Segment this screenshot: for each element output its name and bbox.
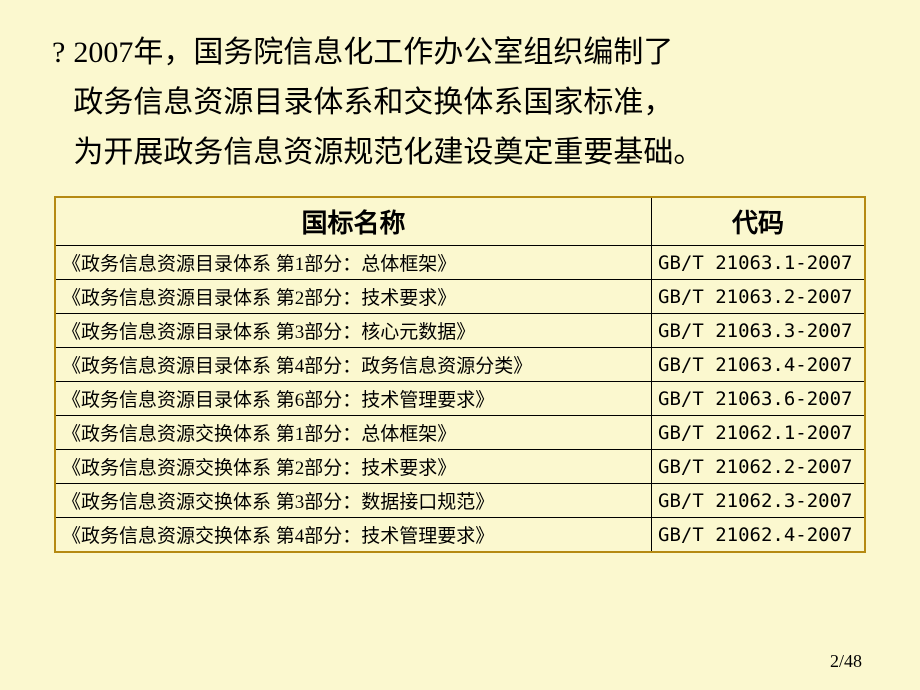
table-row: 《政务信息资源交换体系 第3部分：数据接口规范》GB/T 21062.3-200… (55, 484, 865, 518)
table-header-code: 代码 (652, 197, 866, 246)
table-cell-code: GB/T 21062.2-2007 (652, 450, 866, 484)
paragraph-line: 政务信息资源目录体系和交换体系国家标准， (73, 78, 703, 128)
table-cell-code: GB/T 21063.1-2007 (652, 246, 866, 280)
table-cell-code: GB/T 21062.1-2007 (652, 416, 866, 450)
table-row: 《政务信息资源目录体系 第2部分：技术要求》GB/T 21063.2-2007 (55, 280, 865, 314)
table-header-name: 国标名称 (55, 197, 652, 246)
table-row: 《政务信息资源目录体系 第1部分：总体框架》GB/T 21063.1-2007 (55, 246, 865, 280)
table-cell-code: GB/T 21062.3-2007 (652, 484, 866, 518)
table-cell-name: 《政务信息资源交换体系 第2部分：技术要求》 (55, 450, 652, 484)
table-row: 《政务信息资源目录体系 第4部分：政务信息资源分类》GB/T 21063.4-2… (55, 348, 865, 382)
table-cell-code: GB/T 21062.4-2007 (652, 518, 866, 553)
bullet-marker: ? (52, 28, 65, 78)
table-header-row: 国标名称 代码 (55, 197, 865, 246)
table-cell-code: GB/T 21063.3-2007 (652, 314, 866, 348)
page-number: 2/48 (830, 651, 862, 672)
slide: ? 2007年，国务院信息化工作办公室组织编制了 政务信息资源目录体系和交换体系… (0, 0, 920, 690)
paragraph-line: 2007年，国务院信息化工作办公室组织编制了 (73, 28, 703, 78)
table-cell-name: 《政务信息资源交换体系 第1部分：总体框架》 (55, 416, 652, 450)
table-cell-name: 《政务信息资源目录体系 第6部分：技术管理要求》 (55, 382, 652, 416)
table-cell-code: GB/T 21063.2-2007 (652, 280, 866, 314)
paragraph-block: ? 2007年，国务院信息化工作办公室组织编制了 政务信息资源目录体系和交换体系… (52, 28, 868, 178)
table-row: 《政务信息资源目录体系 第3部分：核心元数据》GB/T 21063.3-2007 (55, 314, 865, 348)
table-cell-name: 《政务信息资源目录体系 第2部分：技术要求》 (55, 280, 652, 314)
table-row: 《政务信息资源目录体系 第6部分：技术管理要求》GB/T 21063.6-200… (55, 382, 865, 416)
table-cell-name: 《政务信息资源目录体系 第4部分：政务信息资源分类》 (55, 348, 652, 382)
table-cell-name: 《政务信息资源交换体系 第3部分：数据接口规范》 (55, 484, 652, 518)
table-row: 《政务信息资源交换体系 第1部分：总体框架》GB/T 21062.1-2007 (55, 416, 865, 450)
table-cell-code: GB/T 21063.4-2007 (652, 348, 866, 382)
standards-table: 国标名称 代码 《政务信息资源目录体系 第1部分：总体框架》GB/T 21063… (54, 196, 866, 553)
table-row: 《政务信息资源交换体系 第2部分：技术要求》GB/T 21062.2-2007 (55, 450, 865, 484)
table-cell-name: 《政务信息资源目录体系 第3部分：核心元数据》 (55, 314, 652, 348)
table-row: 《政务信息资源交换体系 第4部分：技术管理要求》GB/T 21062.4-200… (55, 518, 865, 553)
table-cell-name: 《政务信息资源目录体系 第1部分：总体框架》 (55, 246, 652, 280)
paragraph-line: 为开展政务信息资源规范化建设奠定重要基础。 (73, 128, 703, 178)
table-cell-code: GB/T 21063.6-2007 (652, 382, 866, 416)
table-cell-name: 《政务信息资源交换体系 第4部分：技术管理要求》 (55, 518, 652, 553)
paragraph-text: 2007年，国务院信息化工作办公室组织编制了 政务信息资源目录体系和交换体系国家… (73, 28, 703, 178)
